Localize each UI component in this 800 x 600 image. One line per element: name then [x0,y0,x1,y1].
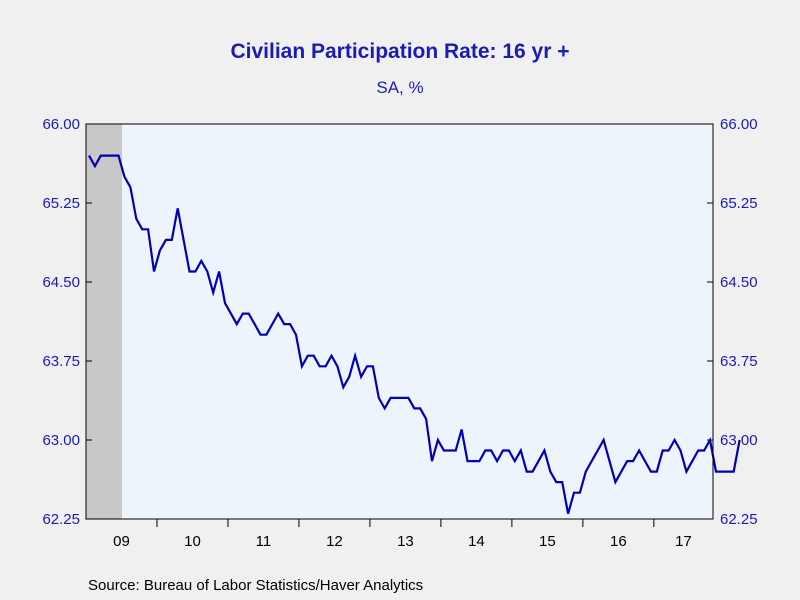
y-tick-label-left: 63.75 [42,353,80,370]
x-axis: 09 10 11 12 13 14 15 16 17 [113,519,692,550]
x-tick-label: 12 [326,533,343,550]
recession-shading [86,124,122,519]
plot-area [85,123,714,520]
chart-subtitle: SA, % [376,78,424,97]
y-tick-label-right: 65.25 [720,195,758,212]
y-axis-left: 66.00 65.25 64.50 63.75 63.00 62.25 [42,116,92,528]
y-tick-label-left: 63.00 [42,432,80,449]
y-tick-label-right: 66.00 [720,116,758,133]
y-tick-label-left: 62.25 [42,511,80,528]
source-note: Source: Bureau of Labor Statistics/Haver… [88,577,424,594]
y-tick-label-right: 62.25 [720,511,758,528]
y-tick-label-left: 64.50 [42,274,80,291]
x-tick-label: 11 [256,533,272,550]
y-tick-label-left: 66.00 [42,116,80,133]
x-tick-label: 17 [675,533,692,550]
x-tick-label: 16 [610,533,627,550]
x-tick-label: 09 [113,533,130,550]
x-tick-label: 13 [397,533,414,550]
x-tick-label: 10 [184,533,201,550]
y-tick-label-left: 65.25 [42,195,80,212]
y-tick-label-right: 64.50 [720,274,758,291]
x-tick-label: 14 [468,533,485,550]
x-tick-label: 15 [539,533,556,550]
chart-title: Civilian Participation Rate: 16 yr + [230,40,570,63]
plot-frame [85,123,714,520]
y-tick-label-right: 63.75 [720,353,758,370]
series-line [88,154,741,514]
